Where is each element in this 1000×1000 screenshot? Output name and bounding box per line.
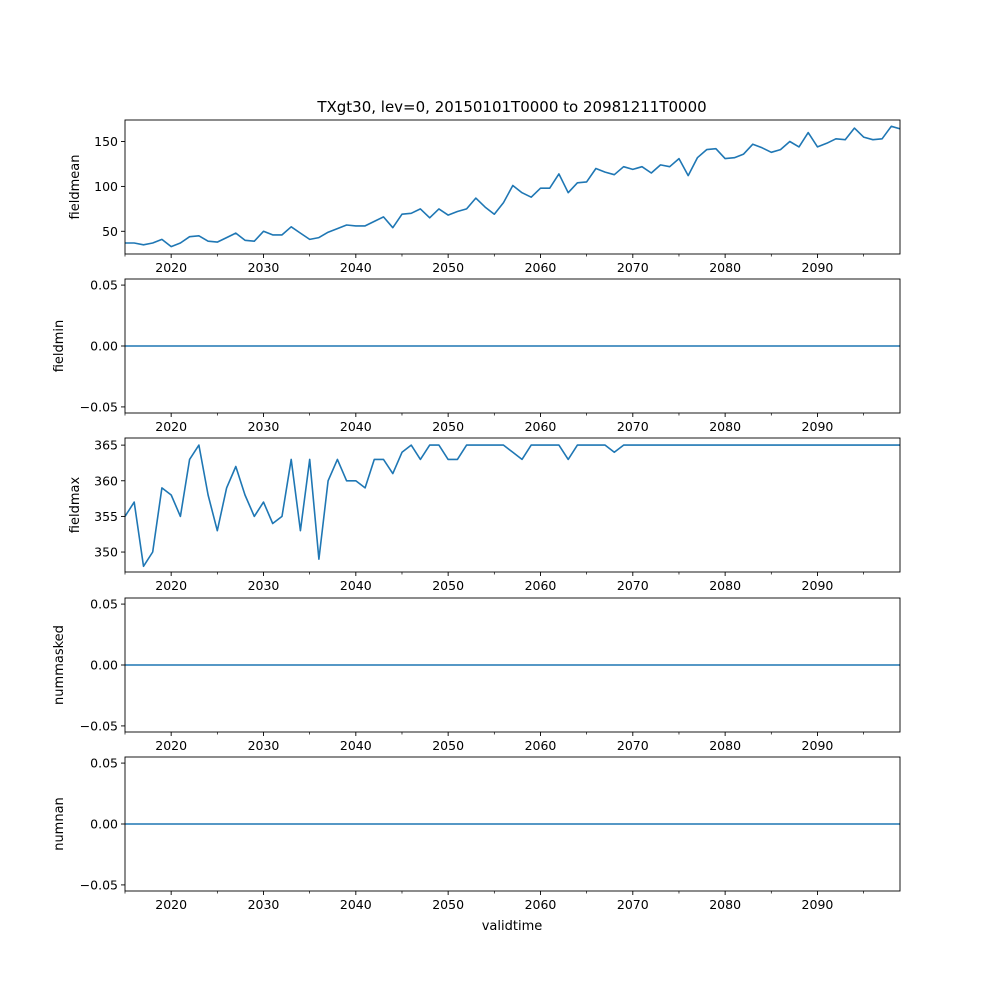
fieldmax-y-tick-label: 350 (94, 545, 118, 560)
numnan-x-tick-label: 2040 (340, 897, 372, 912)
numnan-x-tick-label: 2060 (525, 897, 557, 912)
fieldmin-y-axis-label: fieldmin (52, 320, 67, 373)
numnan-x-tick-label: 2050 (432, 897, 464, 912)
fieldmean-x-tick-label: 2040 (340, 260, 372, 275)
nummasked-x-tick-label: 2080 (709, 738, 741, 753)
nummasked-y-tick-label: −0.05 (80, 718, 118, 733)
fieldmax-series-line (125, 444, 900, 568)
fieldmean-y-tick-label: 100 (94, 179, 118, 194)
fieldmin-x-tick-label: 2050 (432, 419, 464, 434)
fieldmax-x-tick-label: 2020 (155, 578, 187, 593)
nummasked-x-tick-label: 2050 (432, 738, 464, 753)
x-axis-label: validtime (482, 919, 543, 934)
fieldmax-y-tick-label: 355 (94, 509, 118, 524)
chart-title: TXgt30, lev=0, 20150101T0000 to 20981211… (316, 98, 706, 116)
numnan-y-tick-label: −0.05 (80, 877, 118, 892)
fieldmin-x-tick-label: 2070 (617, 419, 649, 434)
fieldmax-x-tick-label: 2040 (340, 578, 372, 593)
fieldmean-x-tick-label: 2030 (248, 260, 280, 275)
numnan-x-tick-label: 2020 (155, 897, 187, 912)
numnan-x-tick-label: 2070 (617, 897, 649, 912)
fieldmin-y-tick-label: 0.05 (90, 278, 118, 293)
fieldmax-y-tick-label: 365 (94, 438, 118, 453)
fieldmean-axes-frame (124, 119, 901, 255)
fieldmin-y-tick-label: 0.00 (90, 339, 118, 354)
fieldmean-series-line (125, 125, 900, 248)
fieldmin-x-tick-label: 2090 (802, 419, 834, 434)
numnan-x-tick-label: 2030 (248, 897, 280, 912)
fieldmean-x-tick-label: 2020 (155, 260, 187, 275)
fieldmax-x-tick-label: 2060 (525, 578, 557, 593)
fieldmin-y-tick-label: −0.05 (80, 399, 118, 414)
fieldmax-y-axis-label: fieldmax (68, 477, 83, 534)
nummasked-x-tick-label: 2090 (802, 738, 834, 753)
fieldmin-x-tick-label: 2030 (248, 419, 280, 434)
fieldmin-x-tick-label: 2020 (155, 419, 187, 434)
numnan-x-tick-label: 2090 (802, 897, 834, 912)
fieldmin-x-tick-label: 2080 (709, 419, 741, 434)
fieldmin-x-tick-label: 2040 (340, 419, 372, 434)
nummasked-x-tick-label: 2070 (617, 738, 649, 753)
nummasked-y-tick-label: 0.00 (90, 658, 118, 673)
fieldmean-x-tick-label: 2070 (617, 260, 649, 275)
fieldmax-x-tick-label: 2080 (709, 578, 741, 593)
fieldmax-x-tick-label: 2070 (617, 578, 649, 593)
fieldmean-x-tick-label: 2090 (802, 260, 834, 275)
fieldmax-y-tick-label: 360 (94, 473, 118, 488)
fieldmax-axes-frame (124, 437, 901, 573)
nummasked-x-tick-label: 2030 (248, 738, 280, 753)
numnan-y-tick-label: 0.00 (90, 817, 118, 832)
numnan-y-axis-label: numnan (52, 797, 67, 851)
nummasked-y-tick-label: 0.05 (90, 597, 118, 612)
nummasked-x-tick-label: 2040 (340, 738, 372, 753)
numnan-y-tick-label: 0.05 (90, 756, 118, 771)
nummasked-x-tick-label: 2020 (155, 738, 187, 753)
fieldmean-y-tick-label: 50 (102, 224, 118, 239)
fieldmax-x-tick-label: 2090 (802, 578, 834, 593)
fieldmean-x-tick-label: 2060 (525, 260, 557, 275)
fieldmax-x-tick-label: 2030 (248, 578, 280, 593)
fieldmean-y-axis-label: fieldmean (68, 155, 83, 220)
fieldmean-x-tick-label: 2050 (432, 260, 464, 275)
nummasked-x-tick-label: 2060 (525, 738, 557, 753)
fieldmean-y-tick-label: 150 (94, 134, 118, 149)
fieldmin-x-tick-label: 2060 (525, 419, 557, 434)
numnan-x-tick-label: 2080 (709, 897, 741, 912)
fieldmax-x-tick-label: 2050 (432, 578, 464, 593)
fieldmean-x-tick-label: 2080 (709, 260, 741, 275)
nummasked-y-axis-label: nummasked (52, 625, 67, 705)
